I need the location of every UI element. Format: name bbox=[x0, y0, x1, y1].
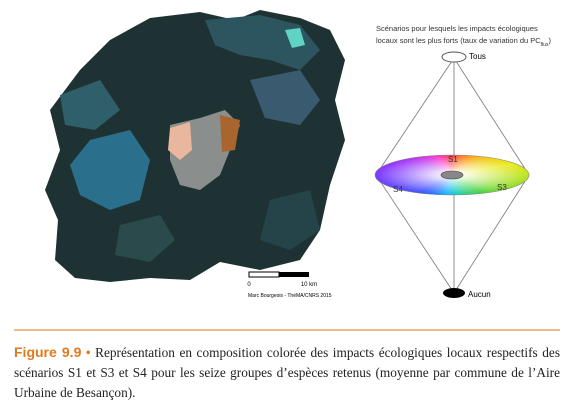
diagram-title: locaux sont les plus forts (taux de vari… bbox=[376, 36, 551, 48]
wheel-outline bbox=[374, 154, 530, 196]
node-label: Aucun bbox=[468, 290, 491, 299]
scenario-label: S1 bbox=[448, 155, 458, 164]
caption-label: Figure 9.9 bbox=[14, 344, 82, 360]
map-credit: Marc Bourgeois - ThéMA/CNRS 2015 bbox=[248, 293, 332, 299]
scale-bar bbox=[279, 272, 309, 277]
edge bbox=[453, 57, 530, 176]
map bbox=[45, 10, 345, 282]
edge bbox=[375, 174, 455, 294]
scale-label: 10 km bbox=[301, 282, 317, 288]
diagram-title: ) bbox=[548, 36, 551, 45]
bottom-node bbox=[443, 288, 465, 298]
top-node bbox=[441, 51, 467, 63]
scale-label: 0 bbox=[247, 282, 251, 288]
diagram-title-sub: flux bbox=[541, 42, 549, 48]
scenario-label: S3 bbox=[497, 183, 507, 192]
node-label: Tous bbox=[469, 52, 486, 61]
wheel-center bbox=[440, 170, 464, 180]
diagram-title: locaux sont les plus forts (taux de vari… bbox=[376, 36, 541, 45]
edge bbox=[375, 57, 455, 176]
diagram-title: Scénarios pour lesquels les impacts écol… bbox=[376, 24, 538, 33]
edge bbox=[453, 174, 530, 294]
caption-text: Représentation en composition colorée de… bbox=[14, 345, 560, 400]
caption-bullet: • bbox=[85, 345, 91, 360]
scenario-label: S4 bbox=[393, 185, 403, 194]
caption: Figure 9.9 • Représentation en compositi… bbox=[14, 342, 560, 403]
